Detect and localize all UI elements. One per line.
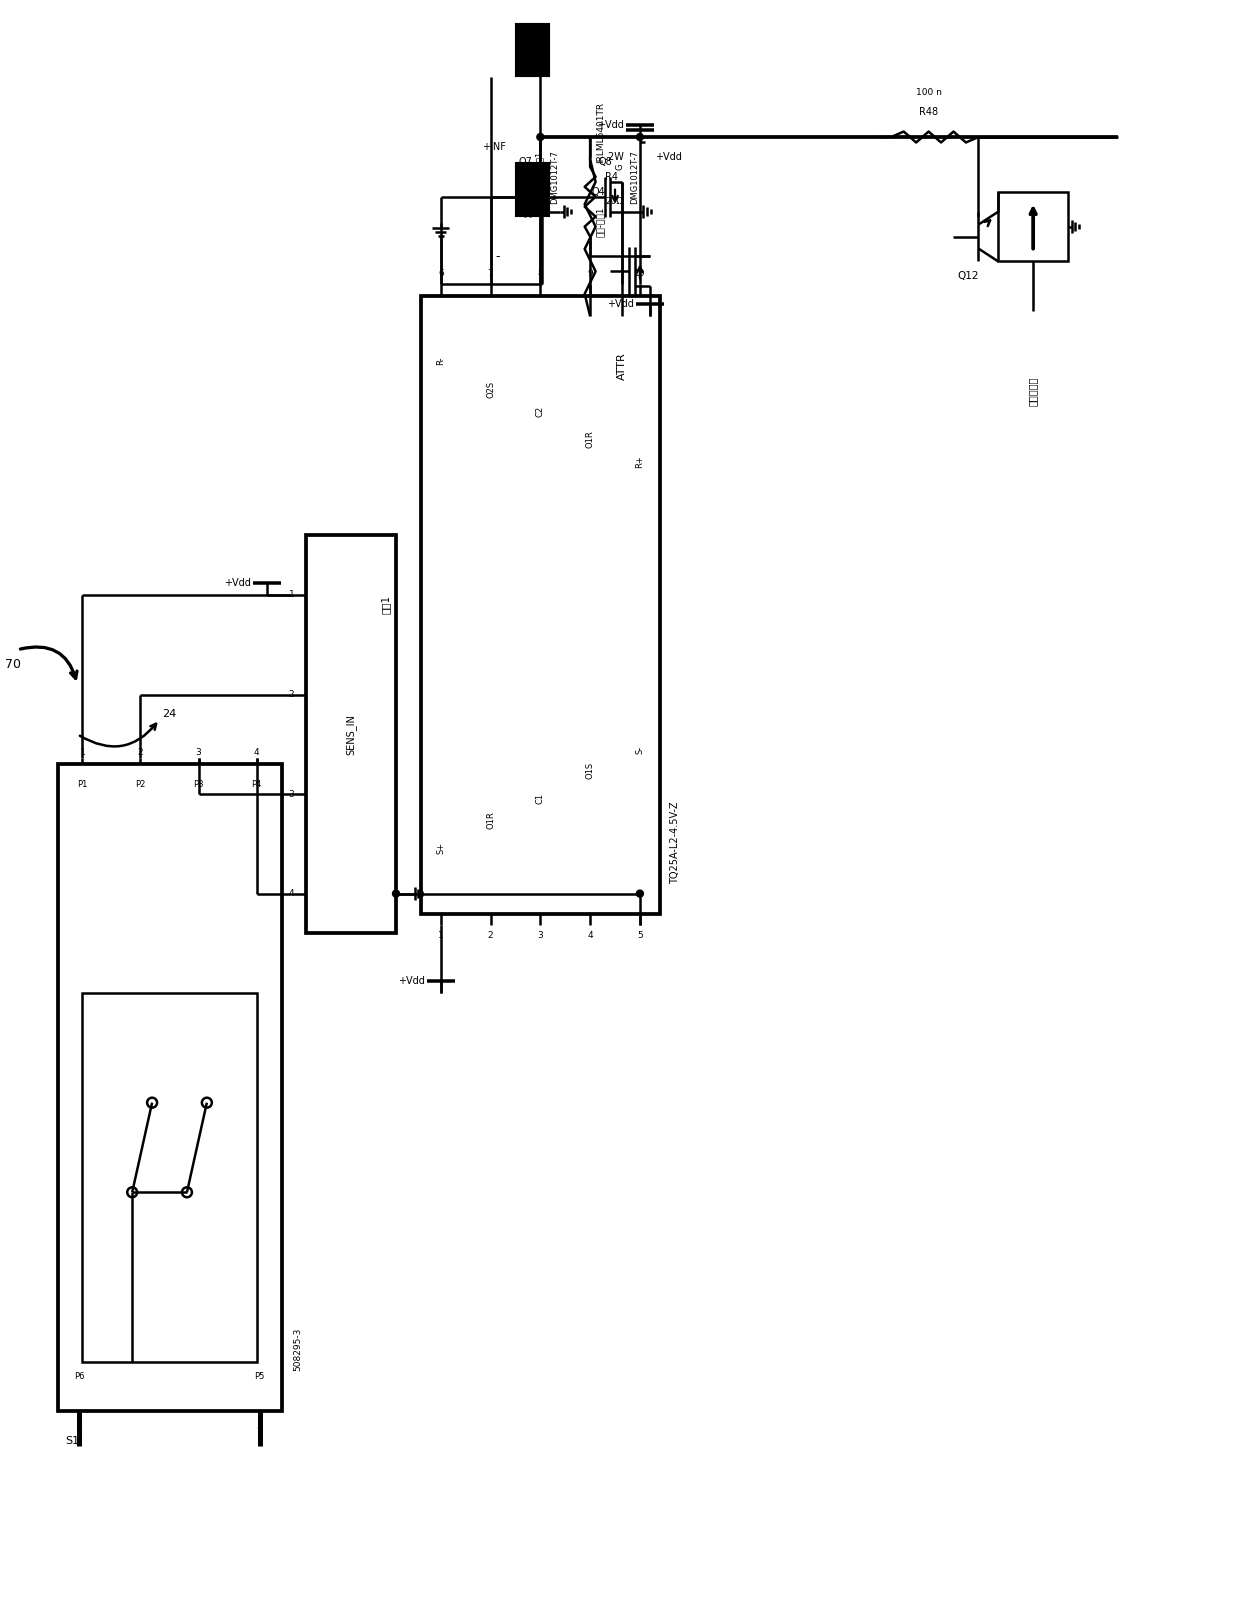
Text: 1: 1 — [289, 591, 294, 599]
Text: P6: P6 — [74, 1372, 84, 1382]
Text: R4: R4 — [605, 171, 618, 182]
Text: R+: R+ — [635, 455, 645, 468]
Text: 测试-启用1: 测试-启用1 — [596, 207, 605, 237]
Text: S+: S+ — [436, 841, 445, 854]
Text: 9: 9 — [588, 270, 593, 278]
Text: 3: 3 — [196, 747, 201, 757]
Text: 1: 1 — [79, 747, 86, 757]
Text: 4: 4 — [289, 889, 294, 897]
Text: 6: 6 — [438, 270, 444, 278]
Text: 2: 2 — [138, 747, 144, 757]
Text: S-: S- — [635, 746, 645, 754]
Bar — [57, 763, 281, 1411]
Text: 3: 3 — [537, 931, 543, 941]
Circle shape — [393, 891, 399, 897]
Text: 508295-3: 508295-3 — [294, 1328, 303, 1372]
Text: 5: 5 — [257, 1422, 263, 1430]
Text: IRLML6401TR: IRLML6401TR — [596, 102, 605, 163]
Text: 2: 2 — [487, 931, 494, 941]
Text: S1: S1 — [66, 1436, 79, 1446]
Text: Q7: Q7 — [518, 157, 532, 166]
Text: 10: 10 — [634, 270, 646, 278]
Text: R-: R- — [436, 357, 445, 365]
Text: 2: 2 — [289, 691, 294, 699]
Text: C2: C2 — [536, 405, 544, 416]
Bar — [420, 297, 660, 914]
Text: .2W: .2W — [605, 152, 624, 161]
FancyArrowPatch shape — [79, 723, 156, 746]
Text: 5: 5 — [637, 931, 642, 941]
Text: 继电器-重置1: 继电器-重置1 — [536, 150, 544, 184]
Text: O1S: O1S — [585, 762, 595, 780]
Text: -: - — [496, 250, 500, 263]
Text: P4: P4 — [252, 780, 262, 789]
Text: R48: R48 — [919, 107, 939, 118]
Text: 6: 6 — [77, 1422, 82, 1430]
Text: C1: C1 — [536, 792, 544, 804]
Bar — [998, 192, 1068, 261]
Text: DMG1012T-7: DMG1012T-7 — [630, 150, 639, 203]
Text: O1R: O1R — [585, 431, 595, 449]
Text: 8: 8 — [537, 270, 543, 278]
Text: +INF: +INF — [481, 142, 506, 152]
Text: 24: 24 — [162, 710, 176, 720]
Text: 20Ω: 20Ω — [605, 197, 624, 207]
Circle shape — [636, 891, 644, 897]
Text: ATTR: ATTR — [618, 352, 627, 379]
Text: 1: 1 — [438, 931, 444, 941]
Text: TQ25A-L2-4.5V-Z: TQ25A-L2-4.5V-Z — [670, 801, 680, 883]
Text: P3: P3 — [193, 780, 203, 789]
Circle shape — [537, 134, 544, 140]
Text: +Vdd: +Vdd — [223, 578, 250, 587]
Text: +Vdd: +Vdd — [608, 299, 634, 310]
FancyArrowPatch shape — [20, 647, 77, 678]
Text: SENS_IN: SENS_IN — [346, 713, 357, 755]
Text: O1R: O1R — [486, 812, 495, 830]
Text: 4: 4 — [254, 747, 259, 757]
Text: 4: 4 — [588, 931, 593, 941]
Bar — [306, 536, 396, 933]
Text: Q12: Q12 — [957, 271, 980, 281]
Text: P1: P1 — [77, 780, 88, 789]
Text: Q4: Q4 — [591, 187, 605, 197]
Text: O2S: O2S — [486, 381, 495, 399]
Text: DMG1012T-7: DMG1012T-7 — [551, 150, 559, 203]
Text: P2: P2 — [135, 780, 145, 789]
Text: 70: 70 — [5, 659, 21, 671]
Text: 100 n: 100 n — [915, 87, 941, 97]
Circle shape — [636, 134, 644, 140]
Text: +Vdd: +Vdd — [598, 119, 624, 131]
Text: +Vdd: +Vdd — [398, 976, 425, 986]
Bar — [516, 161, 551, 216]
Text: P5: P5 — [254, 1372, 265, 1382]
Text: 重复1: 重复1 — [381, 596, 391, 615]
Text: 7: 7 — [487, 270, 494, 278]
Text: +Vdd: +Vdd — [655, 152, 682, 161]
Bar — [516, 23, 551, 77]
Text: 3: 3 — [289, 789, 294, 799]
Bar — [82, 993, 257, 1362]
Text: Q8: Q8 — [598, 157, 613, 166]
Text: G: G — [615, 163, 624, 169]
Text: 测试继电器: 测试继电器 — [1028, 376, 1038, 405]
